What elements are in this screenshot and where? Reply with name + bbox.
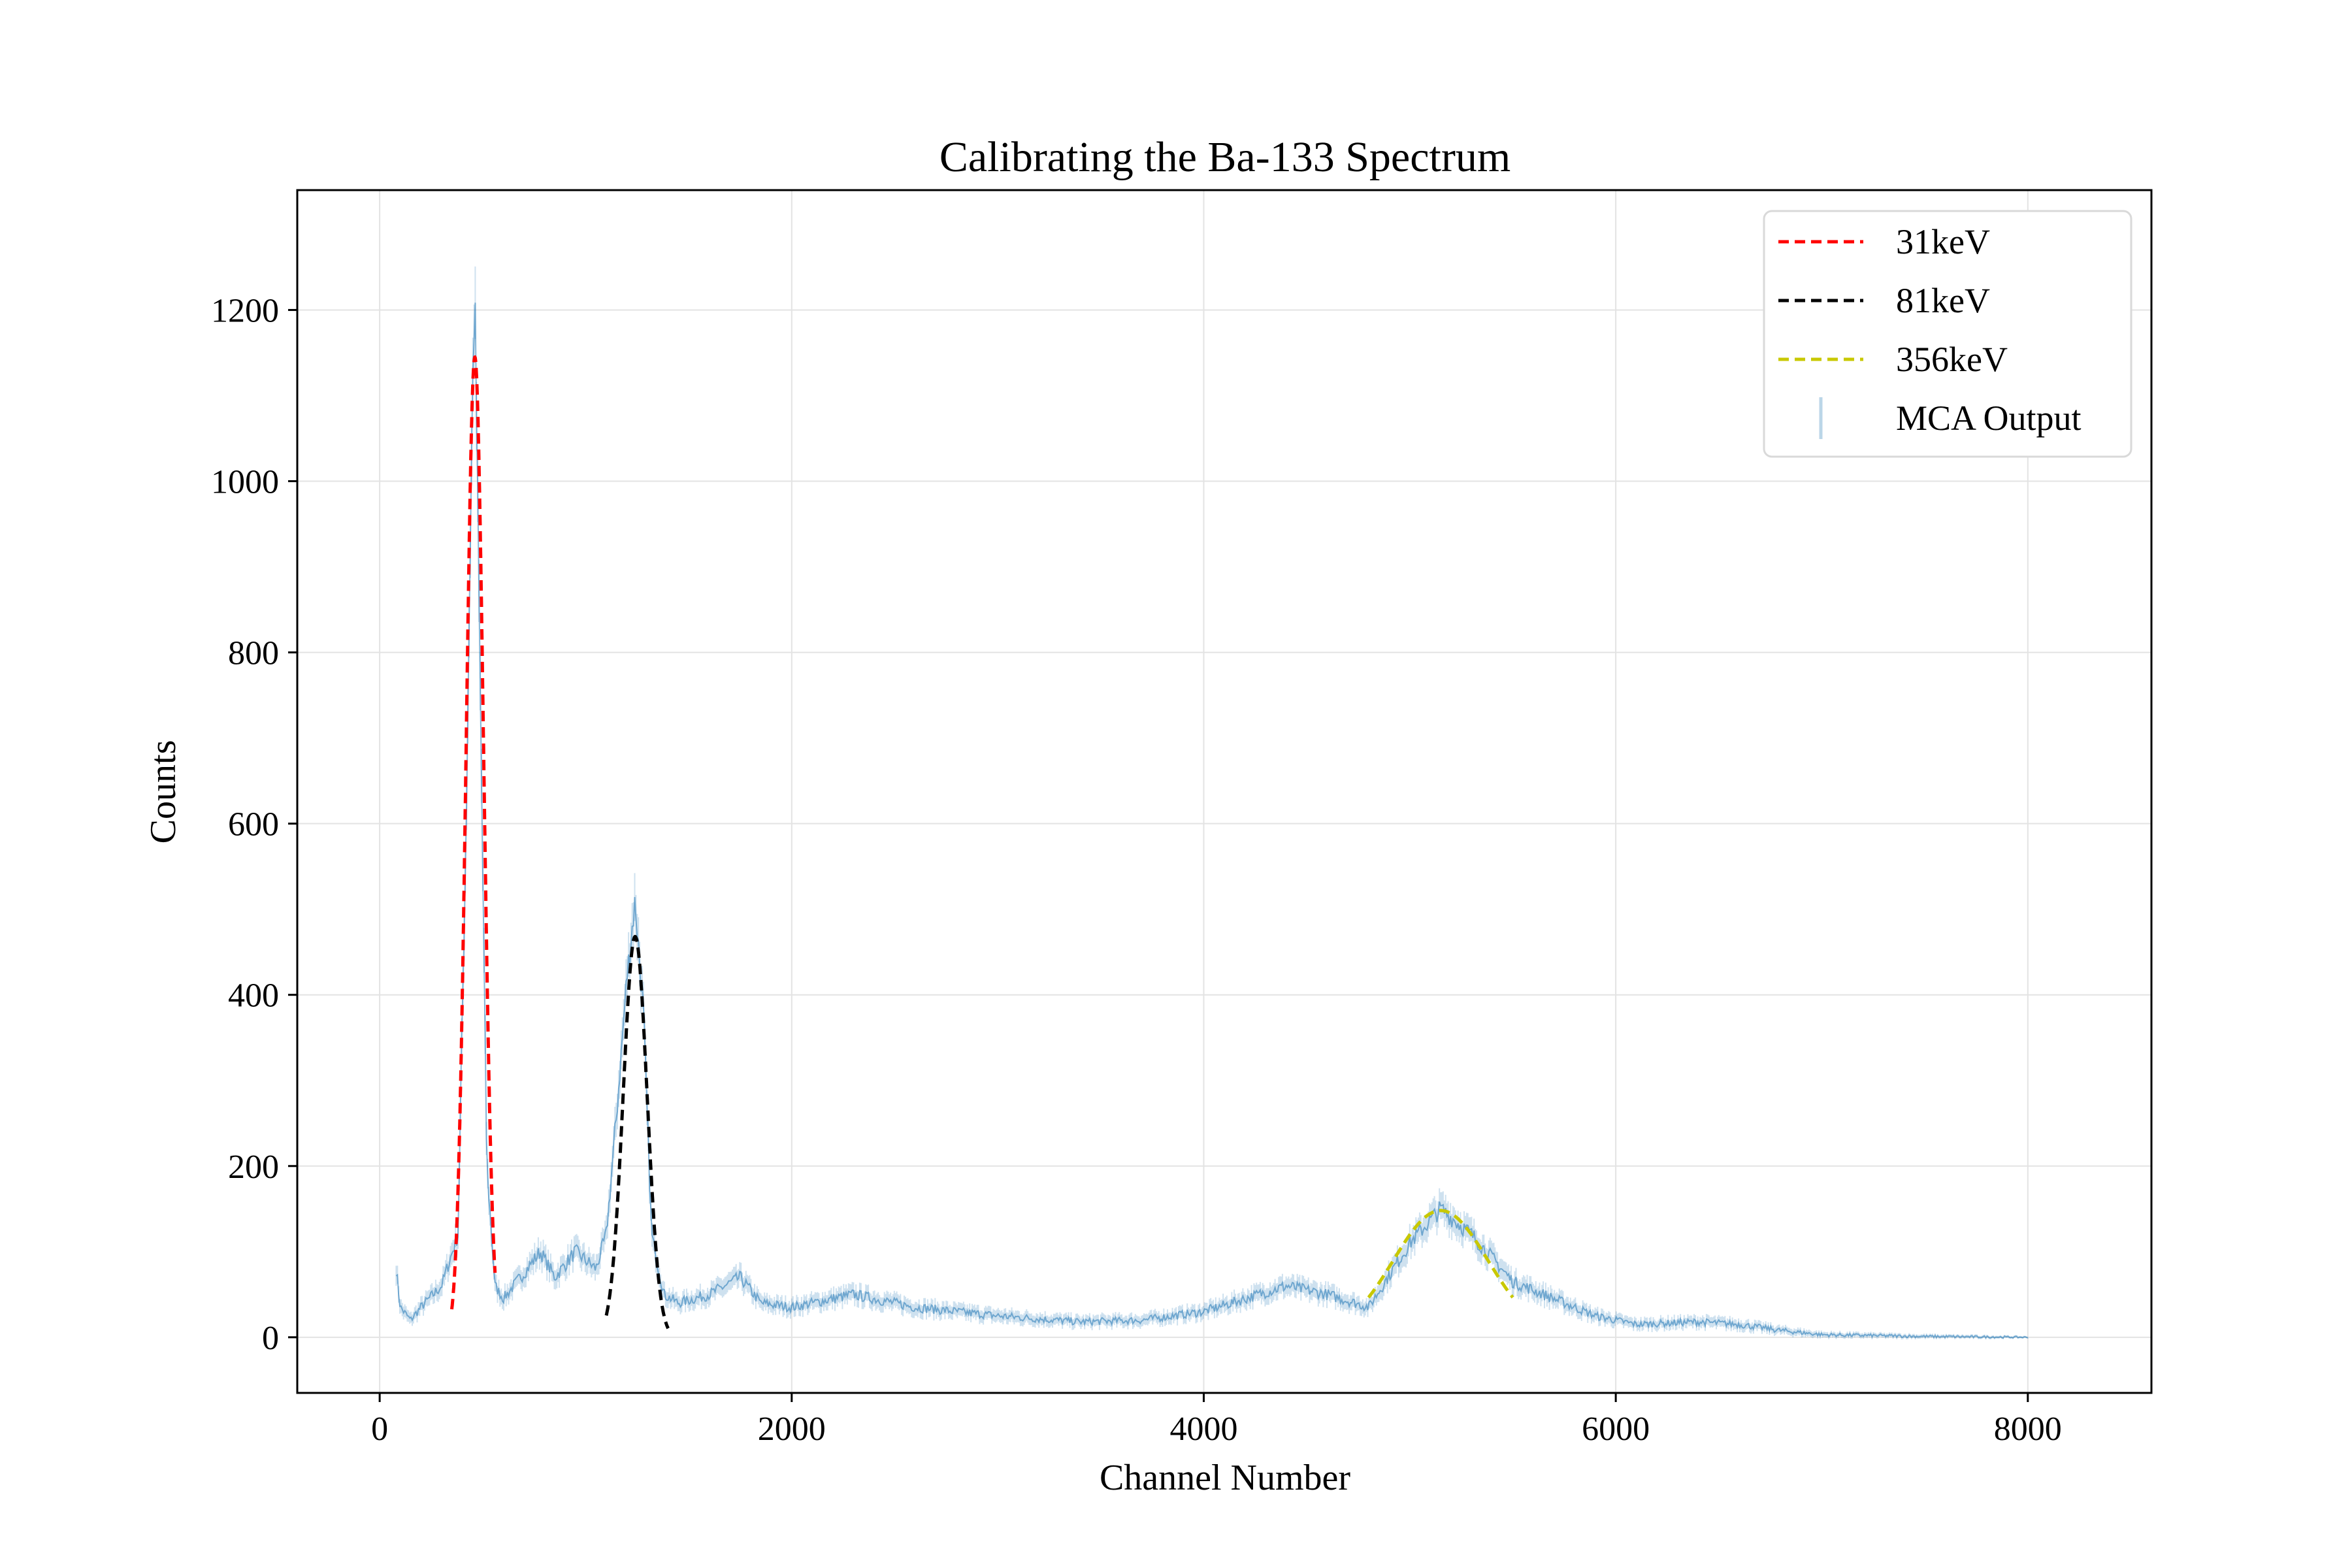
fit-curve-356kev bbox=[1367, 1209, 1514, 1299]
mca-output-line bbox=[395, 302, 2029, 1339]
legend-label-356kev: 356keV bbox=[1896, 340, 2008, 379]
y-tick-label: 1000 bbox=[211, 464, 279, 501]
fit-curve-81kev bbox=[604, 934, 670, 1330]
y-tick-label: 1200 bbox=[211, 292, 279, 329]
x-tick-label: 2000 bbox=[758, 1411, 826, 1448]
legend: 31keV 81keV 356keV MCA Output bbox=[1763, 210, 2132, 458]
y-tick-label: 400 bbox=[228, 977, 279, 1015]
data-layer bbox=[395, 266, 2029, 1340]
legend-label-31kev: 31keV bbox=[1896, 222, 1990, 261]
x-axis-label: Channel Number bbox=[1100, 1458, 1350, 1498]
x-tick-label: 8000 bbox=[1994, 1411, 2062, 1448]
y-tick-label: 200 bbox=[228, 1149, 279, 1186]
plot-frame bbox=[296, 189, 2153, 1394]
legend-label-mca-output: MCA Output bbox=[1896, 399, 2082, 438]
y-axis-label: Counts bbox=[143, 740, 184, 844]
x-tick-label: 6000 bbox=[1582, 1411, 1650, 1448]
y-axis: 0 200 400 600 800 1000 1200 bbox=[211, 292, 297, 1357]
y-tick-label: 800 bbox=[228, 635, 279, 672]
legend-label-81kev: 81keV bbox=[1896, 281, 1990, 320]
x-axis: 0 2000 4000 6000 8000 bbox=[371, 1393, 2062, 1448]
legend-box bbox=[1763, 210, 2132, 458]
y-tick-label: 600 bbox=[228, 806, 279, 843]
y-tick-label: 0 bbox=[262, 1320, 279, 1357]
x-tick-label: 4000 bbox=[1169, 1411, 1237, 1448]
x-tick-label: 0 bbox=[371, 1411, 388, 1448]
fit-layer bbox=[450, 355, 1514, 1330]
chart-title: Calibrating the Ba-133 Spectrum bbox=[939, 133, 1511, 181]
fit-curve-31kev bbox=[450, 355, 497, 1310]
